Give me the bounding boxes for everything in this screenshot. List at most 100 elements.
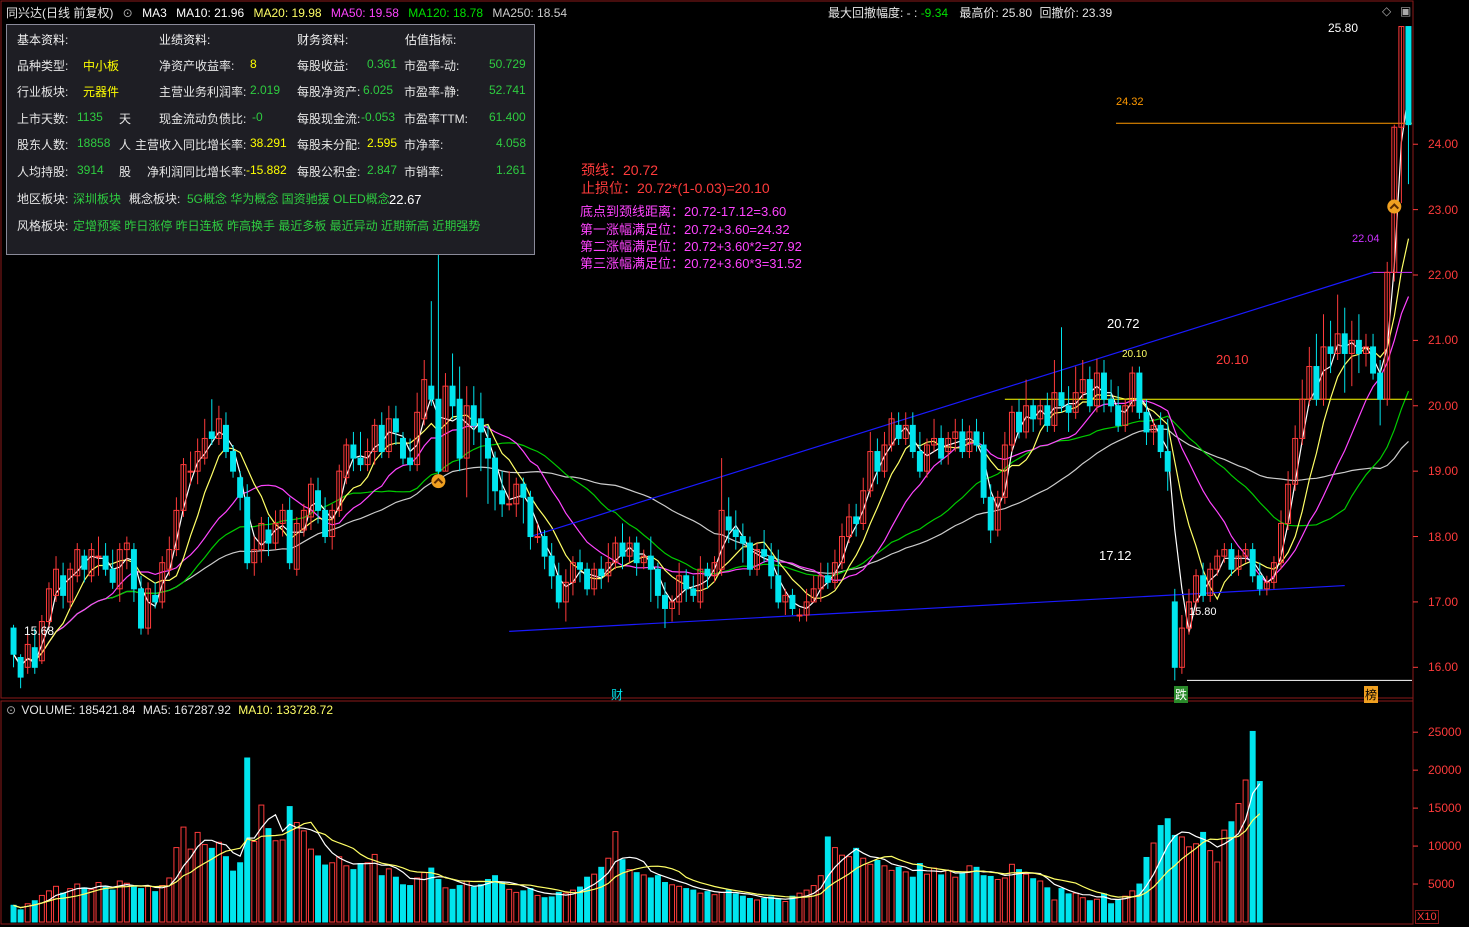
tab-finance[interactable]: 财务资料:	[297, 33, 349, 47]
candle-body	[846, 516, 853, 538]
eps-label: 每股收益:	[297, 59, 349, 73]
candle-body	[1207, 568, 1214, 596]
bvps-value: 6.025	[363, 83, 394, 97]
finance-marker[interactable]: 财	[611, 688, 624, 702]
volume-bar	[577, 886, 583, 923]
candle-body	[95, 555, 102, 558]
candle-body	[569, 562, 576, 583]
candle-body	[647, 555, 654, 570]
volume-bar	[258, 804, 265, 923]
candle-body	[45, 588, 52, 623]
industry-label: 行业板块:	[17, 85, 69, 99]
ma250-label: MA250: 18.54	[492, 6, 568, 20]
candle-body	[74, 549, 81, 577]
reserve-label: 每股公积金:	[297, 165, 361, 179]
volume-bar	[492, 875, 499, 923]
volume-bar	[761, 897, 768, 923]
concept-value[interactable]: 5G概念 华为概念 国资驰援 OLED概念	[187, 192, 390, 206]
candle-body	[116, 549, 123, 590]
diamond-icon[interactable]: ◇	[1382, 4, 1392, 18]
tab-valuation[interactable]: 估值指标:	[405, 33, 457, 47]
volume-bar	[683, 888, 690, 923]
candle-body	[343, 444, 350, 479]
candle-body	[286, 509, 293, 564]
volume-bar	[428, 867, 435, 923]
volume-bar	[1115, 899, 1122, 923]
candle-body	[300, 509, 307, 531]
candle-body	[704, 568, 711, 577]
volume-bar	[718, 891, 725, 923]
listed-days-unit: 天	[119, 112, 132, 126]
volume-bar	[357, 863, 364, 923]
candle-body	[640, 555, 647, 564]
volume-bar	[1136, 883, 1143, 923]
candle-body	[881, 444, 888, 472]
volume-bar	[1101, 893, 1107, 923]
candle-body	[1221, 549, 1228, 557]
candle-body	[1185, 601, 1192, 629]
volume-bar	[1065, 893, 1072, 923]
candle-body	[109, 568, 116, 583]
volume-bar	[938, 874, 945, 923]
volume-bar	[1185, 846, 1192, 923]
volume-bar	[888, 869, 895, 923]
candle-body	[1086, 379, 1093, 407]
stock-title[interactable]: 同兴达(日线 前复权)	[6, 6, 114, 20]
candle-body	[123, 542, 130, 551]
buy-signal-icon	[1387, 199, 1402, 214]
volume-bar	[1008, 863, 1015, 923]
volume-bar	[286, 806, 293, 923]
volume-bar	[116, 880, 123, 923]
tab-performance[interactable]: 业绩资料:	[159, 33, 211, 47]
candle-body	[477, 418, 484, 433]
volume-dropdown-icon[interactable]: ⊙	[6, 703, 17, 717]
volume-ma10-label: MA10: 133728.72	[238, 703, 333, 717]
holders-unit: 人	[119, 138, 132, 152]
dropdown-icon[interactable]: ⊙	[122, 6, 133, 20]
profit-growth-value: -15.882	[246, 163, 287, 177]
volume-bar	[980, 875, 987, 923]
candle-body	[53, 568, 60, 596]
candle-body	[1384, 271, 1391, 400]
candle-body	[272, 522, 279, 544]
volume-bar	[477, 884, 484, 923]
window-icon[interactable]: ▣	[1400, 4, 1412, 18]
volume-bar	[1143, 856, 1150, 923]
volume-bar	[470, 886, 477, 923]
tab-basic[interactable]: 基本资料:	[17, 33, 69, 47]
volume-bar	[300, 830, 307, 923]
volume-bar	[867, 863, 874, 923]
volume-tick-label: 5000	[1428, 877, 1455, 892]
region-value[interactable]: 深圳板块	[73, 192, 122, 206]
volume-bar	[633, 872, 640, 923]
candle-body	[987, 496, 994, 531]
candle-body	[442, 385, 449, 472]
volume-bar	[810, 885, 817, 923]
candle-body	[1072, 392, 1079, 413]
volume-bar	[973, 866, 980, 923]
volume-bar	[860, 857, 867, 923]
style-label: 风格板块:	[17, 219, 69, 233]
candle-body	[357, 457, 364, 466]
pe-static-value: 52.741	[489, 83, 526, 97]
candle-body	[230, 451, 237, 472]
candle-body	[1235, 555, 1242, 570]
candle-body	[1037, 405, 1044, 420]
drop-marker[interactable]: 跌	[1174, 686, 1189, 703]
candle-body	[916, 451, 923, 472]
candle-body	[1122, 405, 1129, 426]
volume-bar	[605, 857, 612, 923]
retrace-price-label: 回撤价: 23.39	[1039, 6, 1113, 20]
volume-ma10-line	[13, 813, 1261, 909]
style-value[interactable]: 定增预案 昨日涨停 昨日连板 昨高换手 最近多板 最近异动 近期新高 近期强势	[73, 219, 481, 233]
volume-bar	[463, 880, 470, 923]
volume-bar	[584, 876, 591, 923]
profit-margin-label: 主营业务利润率:	[159, 85, 247, 99]
rank-marker[interactable]: 榜	[1364, 686, 1379, 703]
avg-shares-unit: 股	[119, 165, 132, 179]
volume-bar	[690, 889, 697, 923]
candle-body	[803, 601, 810, 616]
volume-bar	[322, 864, 329, 923]
candle-body	[385, 418, 392, 453]
